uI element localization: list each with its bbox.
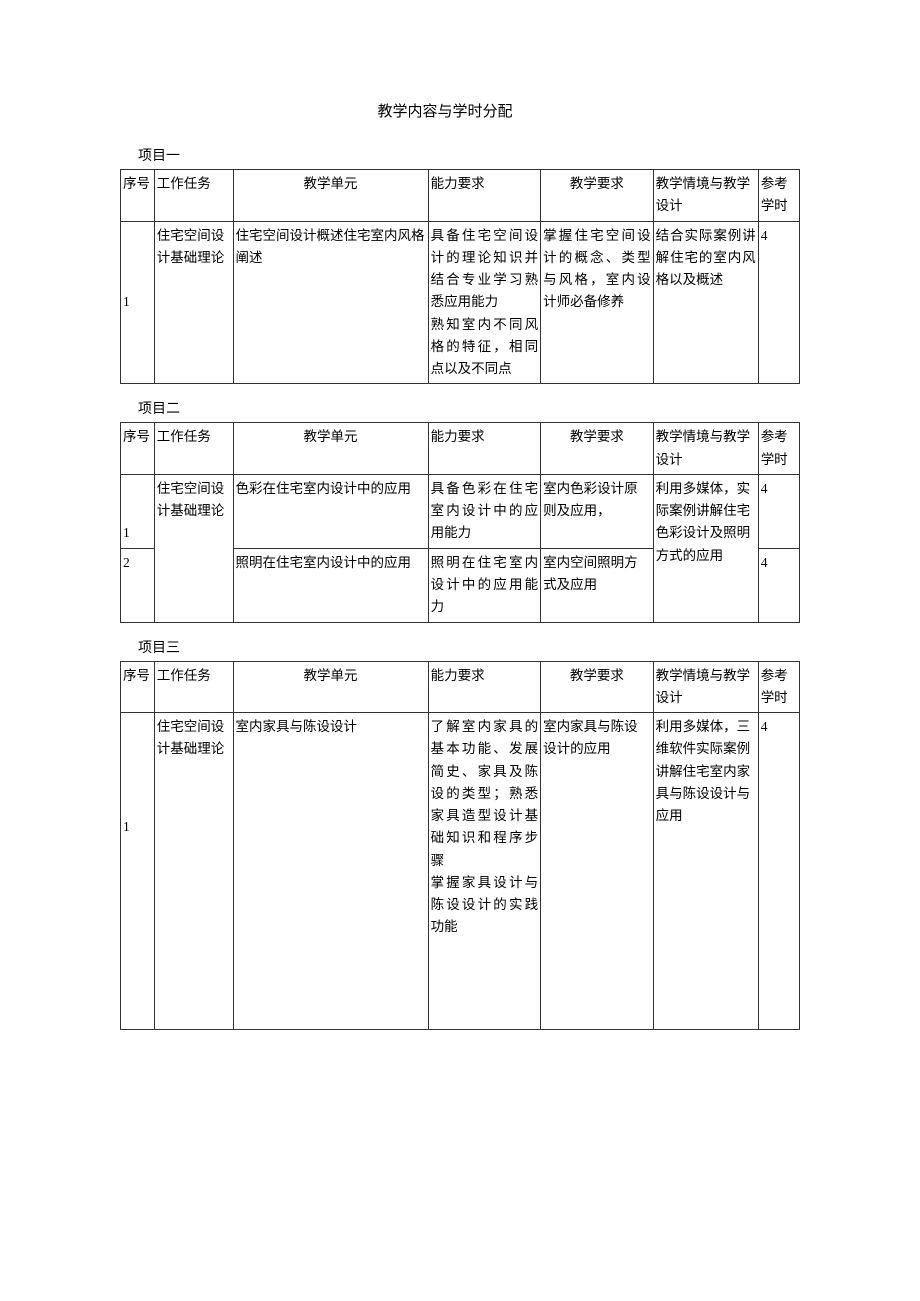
table-header-row: 序号 工作任务 教学单元 能力要求 教学要求 教学情境与教学设计 参考学时: [121, 170, 800, 222]
cell-seq: 2: [121, 548, 155, 622]
header-hours: 参考学时: [758, 170, 799, 222]
cell-hours: 4: [758, 221, 799, 384]
cell-context: 利用多媒体，实际案例讲解住宅色彩设计及照明方式的应用: [653, 474, 758, 622]
header-ability: 能力要求: [428, 423, 541, 475]
cell-hours: 4: [758, 713, 799, 1030]
cell-teachreq: 室内色彩设计原则及应用，: [541, 474, 654, 548]
header-task: 工作任务: [154, 170, 233, 222]
cell-hours: 4: [758, 474, 799, 548]
cell-ability: 具备色彩在住宅室内设计中的应用能力: [428, 474, 541, 548]
header-teachreq: 教学要求: [541, 423, 654, 475]
cell-context: 利用多媒体，三维软件实际案例讲解住宅室内家具与陈设设计与应用: [653, 713, 758, 1030]
header-ability: 能力要求: [428, 661, 541, 713]
cell-seq: 1: [121, 713, 155, 1030]
cell-seq: 1: [121, 221, 155, 384]
table-header-row: 序号 工作任务 教学单元 能力要求 教学要求 教学情境与教学设计 参考学时: [121, 423, 800, 475]
header-seq: 序号: [121, 170, 155, 222]
cell-context: 结合实际案例讲解住宅的室内风格以及概述: [653, 221, 758, 384]
cell-teachreq: 室内家具与陈设设计的应用: [541, 713, 654, 1030]
cell-unit: 照明在住宅室内设计中的应用: [233, 548, 428, 622]
header-task: 工作任务: [154, 661, 233, 713]
header-unit: 教学单元: [233, 170, 428, 222]
cell-ability: 具备住宅空间设计的理论知识并结合专业学习熟悉应用能力 熟知室内不同风格的特征，相…: [428, 221, 541, 384]
cell-unit: 住宅空间设计概述住宅室内风格阐述: [233, 221, 428, 384]
header-hours: 参考学时: [758, 423, 799, 475]
section-title-3: 项目三: [138, 637, 800, 657]
header-context: 教学情境与教学设计: [653, 423, 758, 475]
header-seq: 序号: [121, 661, 155, 713]
document-title: 教学内容与学时分配: [90, 100, 800, 121]
cell-seq: 1: [121, 474, 155, 548]
cell-ability: 了解室内家具的基本功能、发展简史、家具及陈设的类型；熟悉家具造型设计基础知识和程…: [428, 713, 541, 1030]
table-header-row: 序号 工作任务 教学单元 能力要求 教学要求 教学情境与教学设计 参考学时: [121, 661, 800, 713]
table-row: 1 住宅空间设计基础理论 住宅空间设计概述住宅室内风格阐述 具备住宅空间设计的理…: [121, 221, 800, 384]
header-teachreq: 教学要求: [541, 170, 654, 222]
cell-unit: 室内家具与陈设设计: [233, 713, 428, 1030]
header-ability: 能力要求: [428, 170, 541, 222]
header-hours: 参考学时: [758, 661, 799, 713]
header-teachreq: 教学要求: [541, 661, 654, 713]
table-row: 1 住宅空间设计基础理论 室内家具与陈设设计 了解室内家具的基本功能、发展简史、…: [121, 713, 800, 1030]
cell-task: 住宅空间设计基础理论: [154, 713, 233, 1030]
cell-task: 住宅空间设计基础理论: [154, 474, 233, 622]
header-unit: 教学单元: [233, 423, 428, 475]
cell-teachreq: 室内空间照明方式及应用: [541, 548, 654, 622]
header-seq: 序号: [121, 423, 155, 475]
section-title-2: 项目二: [138, 398, 800, 418]
section-title-1: 项目一: [138, 145, 800, 165]
header-task: 工作任务: [154, 423, 233, 475]
table-project-2: 序号 工作任务 教学单元 能力要求 教学要求 教学情境与教学设计 参考学时 1 …: [120, 422, 800, 622]
cell-task: 住宅空间设计基础理论: [154, 221, 233, 384]
table-row: 1 住宅空间设计基础理论 色彩在住宅室内设计中的应用 具备色彩在住宅室内设计中的…: [121, 474, 800, 548]
cell-hours: 4: [758, 548, 799, 622]
cell-teachreq: 掌握住宅空间设计的概念、类型与风格，室内设计师必备修养: [541, 221, 654, 384]
table-project-1: 序号 工作任务 教学单元 能力要求 教学要求 教学情境与教学设计 参考学时 1 …: [120, 169, 800, 384]
header-unit: 教学单元: [233, 661, 428, 713]
header-context: 教学情境与教学设计: [653, 170, 758, 222]
cell-unit: 色彩在住宅室内设计中的应用: [233, 474, 428, 548]
header-context: 教学情境与教学设计: [653, 661, 758, 713]
cell-ability: 照明在住宅室内设计中的应用能力: [428, 548, 541, 622]
table-project-3: 序号 工作任务 教学单元 能力要求 教学要求 教学情境与教学设计 参考学时 1 …: [120, 661, 800, 1030]
